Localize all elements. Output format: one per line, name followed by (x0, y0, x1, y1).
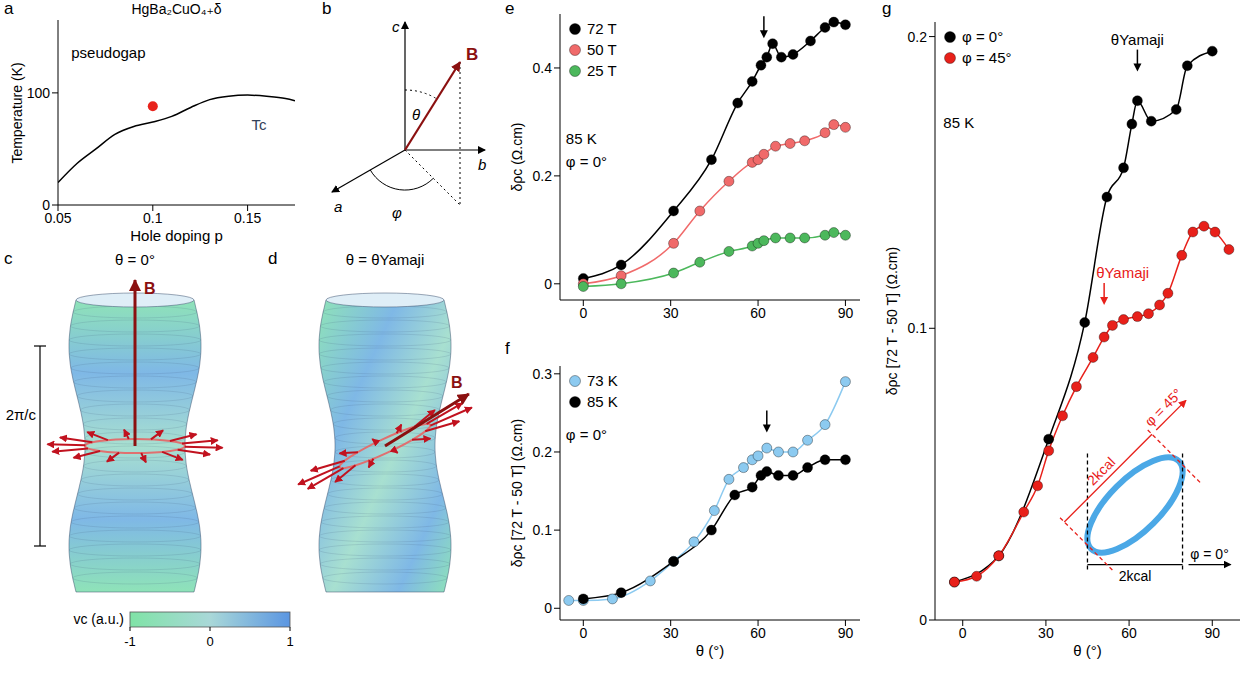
svg-text:-1: -1 (124, 634, 136, 649)
svg-text:0: 0 (544, 276, 552, 292)
svg-text:85 K: 85 K (943, 114, 974, 131)
html-text:Temperature (K): Temperature (K) (9, 61, 25, 164)
html-text:δρc (Ω.cm): δρc (Ω.cm) (509, 122, 525, 192)
svg-text:90: 90 (838, 305, 854, 321)
svg-text:0.4: 0.4 (533, 60, 553, 76)
svg-text:Tc: Tc (251, 116, 267, 133)
html-text:73 K: 73 K (587, 372, 618, 389)
svg-text:0: 0 (42, 197, 50, 213)
svg-text:2π/c: 2π/c (6, 406, 37, 423)
svg-text:a: a (334, 198, 342, 215)
html-text:θ (°): θ (°) (695, 642, 725, 659)
svg-text:0.1: 0.1 (533, 522, 553, 538)
svg-text:φ = 0°: φ = 0° (1190, 546, 1228, 562)
html-text:φ = 0°: φ = 0° (962, 28, 1004, 45)
svg-text:90: 90 (1204, 625, 1220, 641)
svg-text:0.1: 0.1 (143, 210, 163, 226)
svg-text:vc (a.u.): vc (a.u.) (73, 611, 124, 627)
svg-text:2kcal: 2kcal (1119, 568, 1152, 584)
svg-text:θYamaji: θYamaji (1111, 31, 1164, 48)
svg-text:φ: φ (392, 204, 402, 221)
svg-text:60: 60 (1121, 625, 1137, 641)
svg-text:0.2: 0.2 (533, 168, 553, 184)
html-text:φ = 45°: φ = 45° (962, 49, 1012, 66)
svg-text:2kcal: 2kcal (1084, 454, 1118, 488)
svg-text:90: 90 (838, 625, 854, 641)
svg-text:0: 0 (206, 634, 213, 649)
svg-text:0: 0 (544, 600, 552, 616)
html-text:b: b (322, 0, 332, 18)
svg-text:φ = 45°: φ = 45° (1141, 385, 1185, 429)
svg-text:θ = θYamaji: θ = θYamaji (346, 251, 425, 268)
svg-text:0.1: 0.1 (908, 320, 928, 336)
svg-text:60: 60 (750, 625, 766, 641)
html-text:85 K: 85 K (587, 393, 618, 410)
svg-text:30: 30 (1038, 625, 1054, 641)
html-text:25 T: 25 T (587, 62, 617, 79)
svg-text:0.15: 0.15 (234, 210, 261, 226)
html-text:δρc [72 T - 50 T] (Ω.cm): δρc [72 T - 50 T] (Ω.cm) (884, 246, 900, 396)
svg-text:θ = 0°: θ = 0° (115, 251, 155, 268)
svg-text:0: 0 (579, 305, 587, 321)
svg-text:B: B (451, 374, 463, 391)
svg-text:85 K: 85 K (566, 130, 597, 147)
svg-text:0.2: 0.2 (908, 29, 928, 45)
svg-text:0.2: 0.2 (533, 444, 553, 460)
svg-text:φ = 0°: φ = 0° (566, 426, 607, 443)
svg-text:100: 100 (27, 85, 51, 101)
html-text:d: d (268, 249, 278, 268)
svg-text:0: 0 (919, 612, 927, 628)
svg-text:φ = 0°: φ = 0° (566, 153, 607, 170)
svg-text:B: B (144, 280, 156, 297)
html-text:θ (°): θ (°) (1073, 642, 1102, 659)
html-text:c: c (4, 249, 13, 268)
svg-text:B: B (466, 45, 478, 64)
html-text:50 T: 50 T (587, 41, 617, 58)
html-text:δρc [72 T - 50 T] (Ω.cm): δρc [72 T - 50 T] (Ω.cm) (509, 418, 525, 568)
html-text:g: g (882, 0, 892, 18)
svg-text:30: 30 (663, 305, 679, 321)
html-text:a: a (4, 0, 14, 18)
svg-text:pseudogap: pseudogap (71, 44, 145, 61)
svg-text:1: 1 (286, 634, 293, 649)
svg-text:c: c (392, 18, 400, 35)
html-text:e: e (505, 0, 515, 18)
svg-text:θYamaji: θYamaji (1096, 264, 1149, 281)
svg-text:0.05: 0.05 (44, 209, 72, 226)
html-text:72 T: 72 T (587, 20, 617, 37)
svg-text:60: 60 (750, 305, 766, 321)
svg-text:0: 0 (959, 625, 967, 641)
svg-text:30: 30 (663, 625, 679, 641)
html-text:f: f (505, 339, 510, 358)
svg-text:0: 0 (579, 625, 587, 641)
svg-text:θ: θ (412, 106, 420, 123)
html-text:Hole doping p: Hole doping p (130, 227, 223, 244)
svg-text:0.3: 0.3 (533, 366, 553, 382)
svg-text:b: b (478, 156, 486, 173)
html-text:HgBa₂CuO₄₊δ: HgBa₂CuO₄₊δ (131, 1, 222, 17)
